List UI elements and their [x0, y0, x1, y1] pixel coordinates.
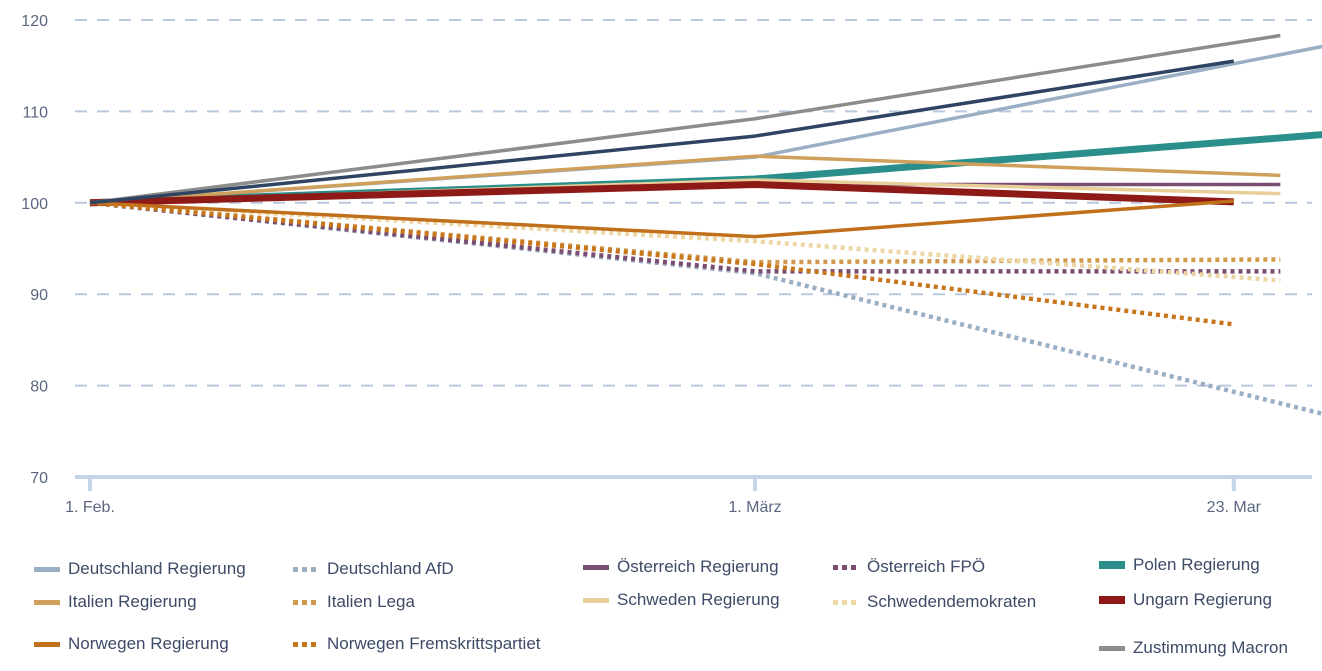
legend-label: Polen Regierung: [1133, 555, 1260, 574]
legend-swatch: [293, 599, 319, 605]
x-tick-label: 1. März: [728, 499, 781, 516]
legend-item: Deutschland Regierung: [34, 557, 246, 581]
chart-y-tick-labels: 70 80 90 100 110 120: [21, 13, 48, 487]
legend-swatch: [293, 641, 319, 647]
y-tick-label: 100: [21, 196, 48, 213]
y-tick-label: 70: [30, 470, 48, 487]
legend-item: Österreich Regierung: [583, 555, 779, 579]
series-line: [89, 154, 1281, 205]
series-line: [89, 200, 1235, 327]
legend-label: Italien Regierung: [68, 592, 197, 611]
legend-swatch: [583, 597, 609, 603]
line-chart: 70 80 90 100 110 120 1. Feb. 1. März 23. Mar: [21, 13, 1322, 516]
legend-label: Österreich Regierung: [617, 557, 779, 576]
legend-swatch: [34, 641, 60, 647]
chart-gridlines: [75, 19, 1312, 387]
legend-item: Österreich FPÖ: [833, 555, 985, 579]
legend-swatch: [833, 564, 859, 570]
legend-swatch: [1099, 561, 1125, 569]
y-tick-label: 120: [21, 13, 48, 30]
series-line: [89, 200, 1281, 274]
x-tick-label: 23. Mar: [1207, 499, 1262, 516]
legend-swatch: [34, 599, 60, 605]
legend-label: Schweden Regierung: [617, 590, 780, 609]
legend-item: Norwegen Fremskrittspartiet: [293, 632, 541, 656]
legend-item: Ungarn Regierung: [1099, 588, 1272, 612]
legend-label: Norwegen Regierung: [68, 634, 229, 653]
legend-item: Italien Lega: [293, 590, 415, 614]
legend-label: Schwedendemokraten: [867, 592, 1037, 611]
y-tick-label: 90: [30, 287, 48, 304]
legend-item: Zustimmung Macron: [1099, 636, 1288, 660]
legend-item: Polen Regierung: [1099, 553, 1260, 577]
y-tick-label: 110: [22, 104, 48, 121]
legend-label: Italien Lega: [327, 592, 415, 611]
legend-item: Italien Regierung: [34, 590, 197, 614]
y-tick-label: 80: [30, 379, 48, 396]
series-line: [89, 200, 1281, 283]
legend-swatch: [293, 566, 319, 572]
legend-label: Deutschland AfD: [327, 559, 454, 578]
series-line: [89, 199, 1234, 239]
legend-item: Schweden Regierung: [583, 588, 780, 612]
legend-label: Norwegen Fremskrittspartiet: [327, 634, 541, 653]
legend-item: Deutschland AfD: [293, 557, 454, 581]
legend-label: Zustimmung Macron: [1133, 638, 1288, 657]
legend-label: Österreich FPÖ: [867, 557, 986, 576]
legend-item: Norwegen Regierung: [34, 632, 229, 656]
legend-swatch: [1099, 596, 1125, 604]
chart-x-axis: [75, 475, 1312, 491]
legend-label: Deutschland Regierung: [68, 559, 246, 578]
legend-swatch: [1099, 645, 1125, 651]
legend-swatch: [34, 566, 60, 572]
series-line: [89, 59, 1235, 205]
legend-swatch: [583, 564, 609, 570]
chart-series-group: [89, 33, 1322, 416]
x-tick-label: 1. Feb.: [65, 499, 115, 516]
legend-label: Ungarn Regierung: [1133, 590, 1272, 609]
series-line: [89, 33, 1281, 205]
chart-x-tick-labels: 1. Feb. 1. März 23. Mar: [65, 499, 1261, 516]
series-line: [89, 181, 1234, 207]
legend-swatch: [833, 599, 859, 605]
legend-item: Schwedendemokraten: [833, 590, 1036, 614]
